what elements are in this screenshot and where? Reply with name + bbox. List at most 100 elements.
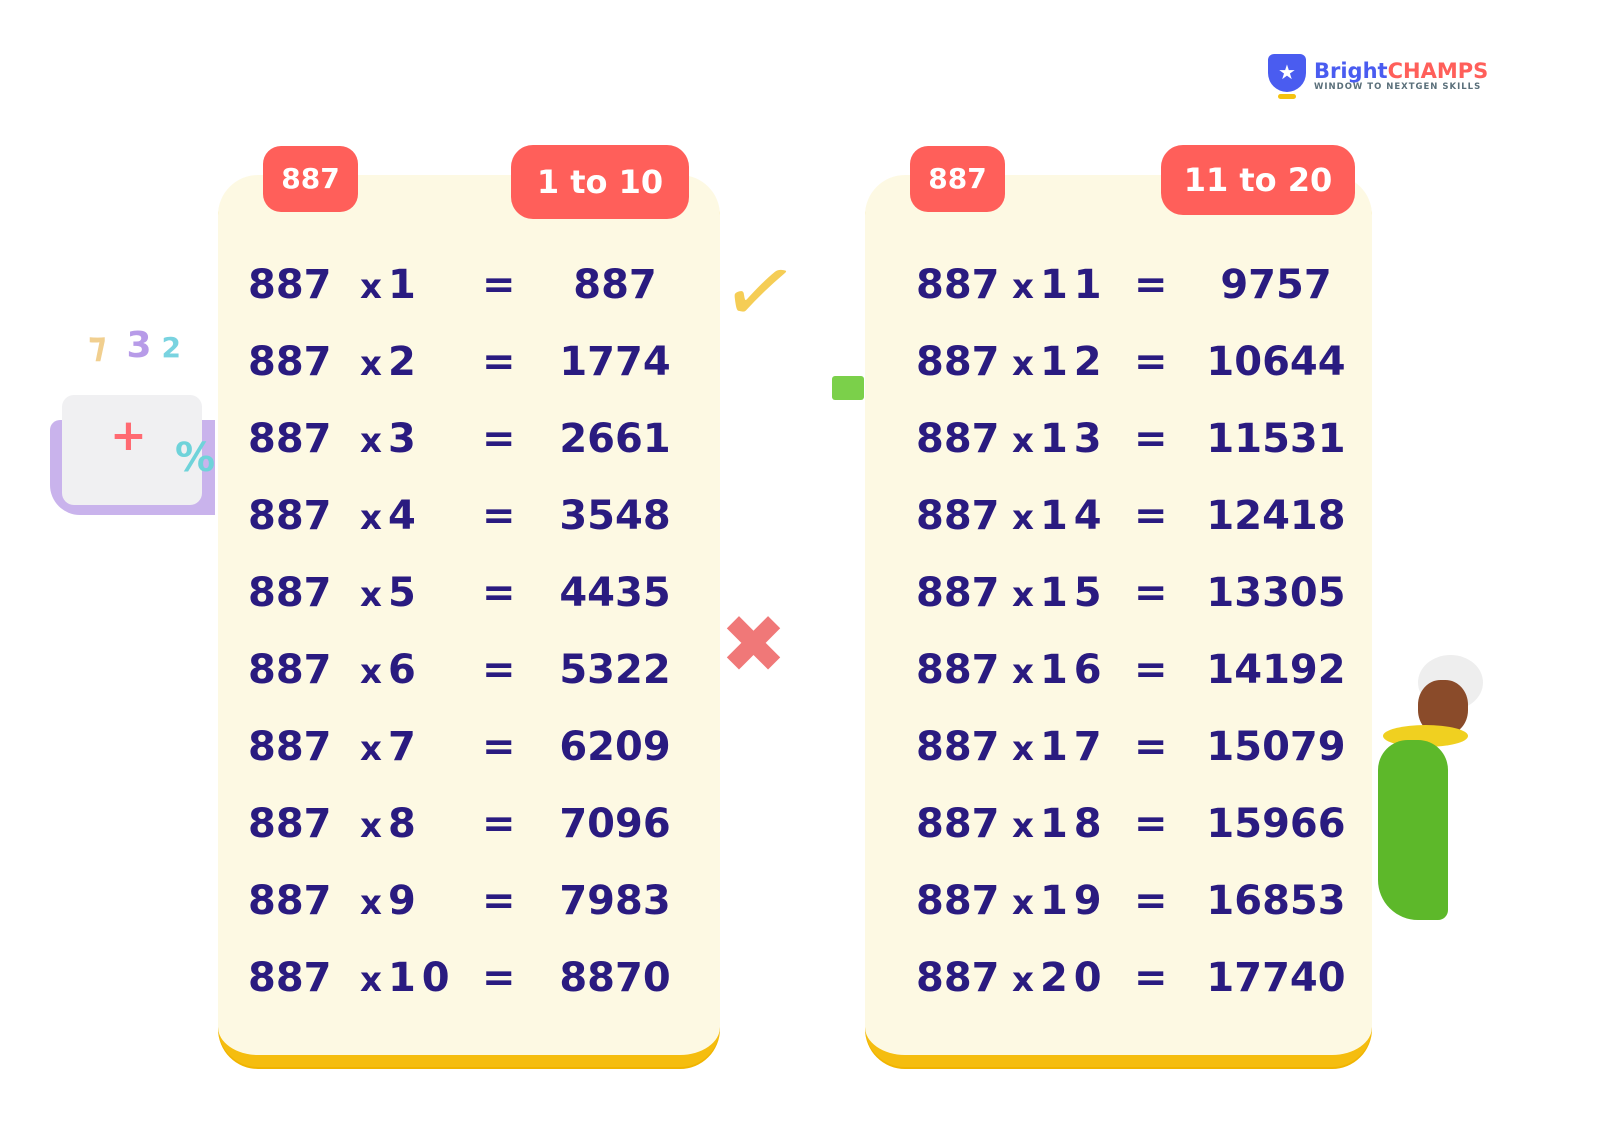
multiplier: 8 [387, 801, 422, 847]
times-symbol: x [1012, 575, 1034, 615]
product: 1774 [559, 339, 671, 385]
multiplier: 11 [1039, 262, 1108, 308]
times-sign: x 13 [1012, 416, 1108, 462]
equals-sign: = [482, 955, 516, 1001]
product: 2661 [559, 416, 671, 462]
times-sign: x 12 [1012, 339, 1108, 385]
product: 11531 [1206, 416, 1346, 462]
times-symbol: x [1012, 421, 1034, 461]
number-badge: 887 [263, 146, 358, 212]
multiplier: 2 [387, 339, 422, 385]
product: 6209 [559, 724, 671, 770]
multiplicand: 887 [248, 339, 332, 385]
range-badge: 11 to 20 [1161, 145, 1355, 215]
multiplicand: 887 [916, 262, 1000, 308]
multiplier: 20 [1039, 955, 1108, 1001]
multiplier: 4 [387, 493, 422, 539]
equals-sign: = [1134, 493, 1168, 539]
number-badge: 887 [910, 146, 1005, 212]
product: 4435 [559, 570, 671, 616]
table-card-11-to-20 [865, 175, 1372, 1067]
multiplier: 1 [387, 262, 422, 308]
product: 16853 [1206, 878, 1346, 924]
multiplicand: 887 [916, 955, 1000, 1001]
multiplicand: 887 [916, 724, 1000, 770]
product: 887 [573, 262, 657, 308]
multiplicand: 887 [916, 493, 1000, 539]
equals-sign: = [1134, 416, 1168, 462]
equals-sign: = [1134, 801, 1168, 847]
times-sign: x 18 [1012, 801, 1108, 847]
product: 3548 [559, 493, 671, 539]
multiplier: 12 [1039, 339, 1108, 385]
multiplier: 10 [387, 955, 456, 1001]
multiplicand: 887 [916, 339, 1000, 385]
times-sign: x 10 [360, 955, 456, 1001]
range-badge: 1 to 10 [511, 145, 689, 219]
product: 17740 [1206, 955, 1346, 1001]
equals-sign: = [1134, 262, 1168, 308]
multiplicand: 887 [248, 724, 332, 770]
multiplicand: 887 [248, 647, 332, 693]
equals-sign: = [1134, 878, 1168, 924]
product: 5322 [559, 647, 671, 693]
times-symbol: x [1012, 960, 1034, 1000]
product: 13305 [1206, 570, 1346, 616]
multiplicand: 887 [248, 570, 332, 616]
multiplicand: 887 [916, 570, 1000, 616]
times-symbol: x [360, 575, 382, 615]
multiplicand: 887 [248, 955, 332, 1001]
equals-sign: = [482, 801, 516, 847]
equals-sign: = [482, 493, 516, 539]
times-symbol: x [1012, 652, 1034, 692]
multiplicand: 887 [916, 878, 1000, 924]
equals-sign: = [1134, 339, 1168, 385]
equals-sign: = [1134, 955, 1168, 1001]
product: 7983 [559, 878, 671, 924]
times-symbol: x [360, 344, 382, 384]
equals-sign: = [1134, 647, 1168, 693]
equals-sign: = [482, 724, 516, 770]
times-symbol: x [1012, 267, 1034, 307]
multiplicand: 887 [248, 493, 332, 539]
table-card-1-to-10 [218, 175, 720, 1067]
multiplier: 17 [1039, 724, 1108, 770]
multiplier: 6 [387, 647, 422, 693]
brand-name-champs: CHAMPS [1387, 59, 1489, 83]
product: 14192 [1206, 647, 1346, 693]
multiplier: 9 [387, 878, 422, 924]
multiplier: 13 [1039, 416, 1108, 462]
times-symbol: x [1012, 498, 1034, 538]
multiplier: 14 [1039, 493, 1108, 539]
multiplicand: 887 [248, 878, 332, 924]
multiplier: 19 [1039, 878, 1108, 924]
times-sign: x 19 [1012, 878, 1108, 924]
multiplicand: 887 [916, 647, 1000, 693]
times-symbol: x [1012, 729, 1034, 769]
times-symbol: x [360, 498, 382, 538]
times-sign: x 11 [1012, 262, 1108, 308]
product: 15079 [1206, 724, 1346, 770]
equals-sign: = [482, 647, 516, 693]
times-sign: x 14 [1012, 493, 1108, 539]
equals-sign: = [482, 262, 516, 308]
product: 9757 [1220, 262, 1332, 308]
times-symbol: x [360, 267, 382, 307]
times-symbol: x [1012, 344, 1034, 384]
times-symbol: x [360, 729, 382, 769]
multiplicand: 887 [248, 801, 332, 847]
equals-sign: = [482, 416, 516, 462]
product: 10644 [1206, 339, 1346, 385]
times-symbol: x [360, 883, 382, 923]
check-mark-icon: ✓ [713, 234, 806, 351]
times-sign: x 20 [1012, 955, 1108, 1001]
multiplicand: 887 [248, 262, 332, 308]
times-symbol: x [360, 652, 382, 692]
multiplier: 3 [387, 416, 422, 462]
product: 15966 [1206, 801, 1346, 847]
